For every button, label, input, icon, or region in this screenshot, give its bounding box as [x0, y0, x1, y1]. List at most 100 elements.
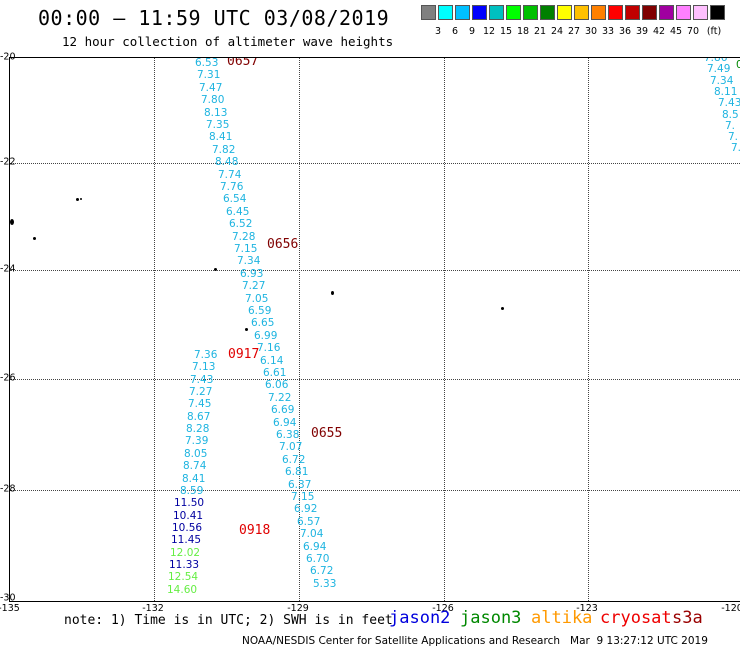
- wave-height-value: 8.41: [182, 472, 206, 485]
- longitude-label: -135: [0, 603, 20, 614]
- legend-swatch: [421, 5, 436, 20]
- wave-height-value: 7.05: [245, 292, 269, 305]
- island-dot: [501, 307, 504, 310]
- island-dot: [10, 219, 14, 225]
- legend-swatch: [557, 5, 572, 20]
- legend-swatch: [642, 5, 657, 20]
- legend-label: 21: [533, 26, 547, 37]
- credit-line: NOAA/NESDIS Center for Satellite Applica…: [242, 635, 708, 647]
- track-time-label: 0655: [311, 426, 343, 441]
- grid-meridian: [154, 58, 155, 601]
- wave-height-value: 6.94: [303, 540, 327, 553]
- legend-swatch: [574, 5, 589, 20]
- wave-height-value: 7.22: [268, 391, 292, 404]
- legend-swatch: [608, 5, 623, 20]
- wave-height-value: 6.81: [285, 466, 309, 479]
- legend-swatch: [455, 5, 470, 20]
- wave-height-value: 6.53: [195, 57, 219, 69]
- island-dot: [214, 268, 217, 271]
- wave-height-value: 7.16: [257, 342, 281, 355]
- wave-height-value: 6.72: [282, 453, 306, 466]
- wave-height-value: 7.74: [218, 168, 242, 181]
- wave-height-value: 8.41: [209, 131, 233, 144]
- legend-label: 24: [550, 26, 564, 37]
- legend-swatch: [523, 5, 538, 20]
- wave-height-value: 7.: [728, 131, 739, 144]
- wave-height-value: 7.04: [300, 528, 324, 541]
- latitude-label: -26: [0, 372, 16, 384]
- wave-height-value: 6.70: [306, 553, 330, 565]
- latitude-label: -28: [0, 483, 16, 495]
- wave-height-value: 7.36: [194, 349, 218, 361]
- wave-height-value: 6.99: [254, 329, 278, 342]
- grid-parallel: [10, 270, 740, 271]
- wave-height-value: 6.72: [310, 565, 334, 578]
- wave-height-value: 7.28: [232, 230, 256, 243]
- wave-height-value: 7.34: [710, 74, 734, 87]
- legend-label: 9: [468, 26, 476, 37]
- wave-height-value: 7.80: [201, 94, 225, 107]
- legend-label: 33: [601, 26, 615, 37]
- legend-label: 42: [652, 26, 666, 37]
- wave-height-value: 7.15: [291, 491, 315, 503]
- wave-height-value: 7.15: [234, 243, 258, 255]
- wave-height-value: 8.28: [186, 423, 210, 436]
- wave-height-value: 10.56: [172, 521, 203, 534]
- wave-height-value: 6.57: [297, 515, 321, 528]
- wave-height-value: 11.50: [174, 497, 205, 510]
- satellite-label-altika: altika: [531, 608, 593, 628]
- legend-label: 15: [499, 26, 513, 37]
- legend-swatch: [438, 5, 453, 20]
- track-time-label: 0657: [227, 57, 259, 69]
- grid-meridian: [588, 58, 589, 601]
- wave-height-value: 7.86: [704, 57, 728, 64]
- legend-swatch: [489, 5, 504, 20]
- wave-height-value: 10.41: [173, 509, 204, 522]
- grid-meridian: [444, 58, 445, 601]
- map-area: 6.53 7.31 7.47 7.80 8.13 7.35 8.41 7.82 8.48 7.74…: [9, 57, 740, 602]
- wave-height-value: 6.92: [294, 503, 318, 516]
- grid-parallel: [10, 379, 740, 380]
- wave-height-value: 7.43: [718, 97, 740, 110]
- longitude-label: -123: [576, 603, 598, 614]
- legend-label: 36: [618, 26, 632, 37]
- wave-height-value: 6.38: [276, 429, 300, 441]
- wave-height-value: 7.76: [220, 181, 244, 193]
- wave-height-value: 6.61: [263, 367, 287, 379]
- island-dot: [331, 291, 334, 295]
- track-time-label: 0917: [228, 347, 260, 362]
- wave-height-value: 6.93: [240, 267, 264, 280]
- wave-height-value: 6.14: [260, 354, 284, 367]
- wave-height-value: 8.74: [183, 460, 207, 473]
- legend-swatch: [659, 5, 674, 20]
- wave-height-value: 6.94: [273, 416, 297, 429]
- wave-height-value: 6.06: [265, 379, 289, 392]
- legend-label: 70: [686, 26, 700, 37]
- wave-height-value: 11.45: [171, 534, 202, 547]
- legend-label: 39: [635, 26, 649, 37]
- island-dot: [245, 328, 248, 331]
- longitude-label: -126: [432, 603, 454, 614]
- longitude-label: -120: [721, 603, 740, 614]
- legend-swatch: [625, 5, 640, 20]
- wave-height-value: 6.69: [271, 404, 295, 417]
- satellite-label-s3a: s3a: [672, 608, 703, 628]
- wave-height-value: 7.27: [189, 386, 213, 399]
- island-dot: [76, 198, 79, 201]
- latitude-label: -30: [0, 592, 16, 604]
- track-time-label: 0656: [267, 237, 299, 252]
- legend-label: (ft): [706, 26, 722, 37]
- wave-height-value: 7.: [731, 142, 740, 155]
- wave-height-value: 7.07: [279, 441, 303, 454]
- wave-height-value: 8.05: [184, 447, 208, 460]
- wave-height-value: 12.54: [168, 571, 199, 584]
- wave-height-value: 7.31: [197, 69, 221, 82]
- legend-label: 6: [451, 26, 459, 37]
- satellite-label-jason2: jason2: [389, 608, 451, 628]
- map-title: 00:00 – 11:59 UTC 03/08/2019: [38, 6, 390, 30]
- wave-height-value: 6.65: [251, 317, 275, 330]
- wave-height-value: 7.82: [212, 143, 236, 156]
- footer-note: note: 1) Time is in UTC; 2) SWH is in fe…: [64, 613, 393, 628]
- wave-height-value: 7.34: [237, 255, 261, 268]
- wave-height-value: 7.: [725, 119, 736, 132]
